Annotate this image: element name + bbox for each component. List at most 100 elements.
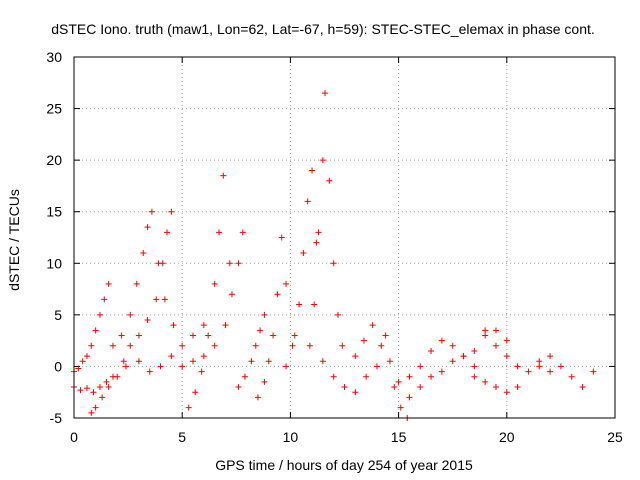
x-tick-label: 25 [607, 429, 623, 445]
data-point [306, 342, 313, 349]
data-point [211, 280, 218, 287]
data-point [492, 384, 499, 391]
data-point [352, 353, 359, 360]
data-point [185, 404, 192, 411]
data-point [235, 260, 242, 267]
plot-frame [73, 56, 616, 419]
data-point [96, 311, 103, 318]
data-point [482, 378, 489, 385]
data-point [482, 332, 489, 339]
data-point [274, 291, 281, 298]
data-point [291, 332, 298, 339]
data-point [471, 363, 478, 370]
data-point [326, 177, 333, 184]
data-point [77, 387, 84, 394]
data-point [547, 353, 554, 360]
data-point [114, 373, 121, 380]
data-point [135, 358, 142, 365]
data-point [120, 358, 127, 365]
data-point [211, 342, 218, 349]
data-point [144, 317, 151, 324]
data-point [311, 301, 318, 308]
data-point [261, 378, 268, 385]
data-point [144, 224, 151, 231]
data-point [363, 373, 370, 380]
data-point [503, 353, 510, 360]
data-point [96, 384, 103, 391]
data-point [239, 229, 246, 236]
data-point [373, 363, 380, 370]
data-point [168, 353, 175, 360]
data-point [278, 234, 285, 241]
data-point [386, 358, 393, 365]
data-point [471, 373, 478, 380]
data-point [547, 368, 554, 375]
data-point [482, 327, 489, 334]
data-point [83, 385, 90, 392]
data-point [257, 327, 264, 334]
data-point [335, 311, 342, 318]
data-point [397, 404, 404, 411]
series-5 [135, 322, 207, 375]
data-point [283, 280, 290, 287]
data-point [226, 260, 233, 267]
y-tick-label: 30 [46, 49, 62, 65]
data-point [88, 342, 95, 349]
data-point [492, 327, 499, 334]
data-point [228, 291, 235, 298]
data-point [75, 365, 82, 372]
data-point [200, 322, 207, 329]
data-point [309, 167, 316, 174]
data-point [406, 373, 413, 380]
data-point [360, 337, 367, 344]
data-point [192, 389, 199, 396]
data-point [417, 363, 424, 370]
data-point [460, 353, 467, 360]
data-point [103, 378, 110, 385]
x-tick-label: 20 [499, 429, 515, 445]
y-tick-label: 10 [46, 255, 62, 271]
y-tick-label: 5 [54, 307, 62, 323]
data-point [164, 229, 171, 236]
data-points [71, 90, 597, 421]
data-point [438, 368, 445, 375]
data-point [109, 342, 116, 349]
data-point [88, 409, 95, 416]
data-point [313, 239, 320, 246]
series-2 [88, 363, 129, 416]
x-tick-label: 15 [391, 429, 407, 445]
data-point [179, 342, 186, 349]
series-13 [352, 322, 393, 365]
data-point [83, 353, 90, 360]
data-point [127, 342, 134, 349]
y-axis-label: dSTEC / TECUs [6, 189, 22, 291]
data-point [146, 368, 153, 375]
data-point [135, 332, 142, 339]
data-point [92, 404, 99, 411]
data-point [417, 384, 424, 391]
data-point [406, 394, 413, 401]
data-point [248, 358, 255, 365]
data-point [241, 373, 248, 380]
data-point [330, 260, 337, 267]
data-point [170, 322, 177, 329]
data-point [235, 384, 242, 391]
data-point [296, 301, 303, 308]
data-point [157, 363, 164, 370]
data-point [319, 358, 326, 365]
data-point [101, 296, 108, 303]
series-4 [120, 208, 175, 365]
data-point [536, 363, 543, 370]
data-point [252, 342, 259, 349]
y-tick-label: 0 [54, 358, 62, 374]
series-9 [254, 234, 298, 401]
series-16 [471, 373, 521, 396]
data-point [557, 363, 564, 370]
data-point [428, 373, 435, 380]
data-point [449, 358, 456, 365]
data-point [514, 363, 521, 370]
data-point [300, 249, 307, 256]
data-point [159, 260, 166, 267]
data-point [568, 373, 575, 380]
series-14 [395, 337, 478, 385]
